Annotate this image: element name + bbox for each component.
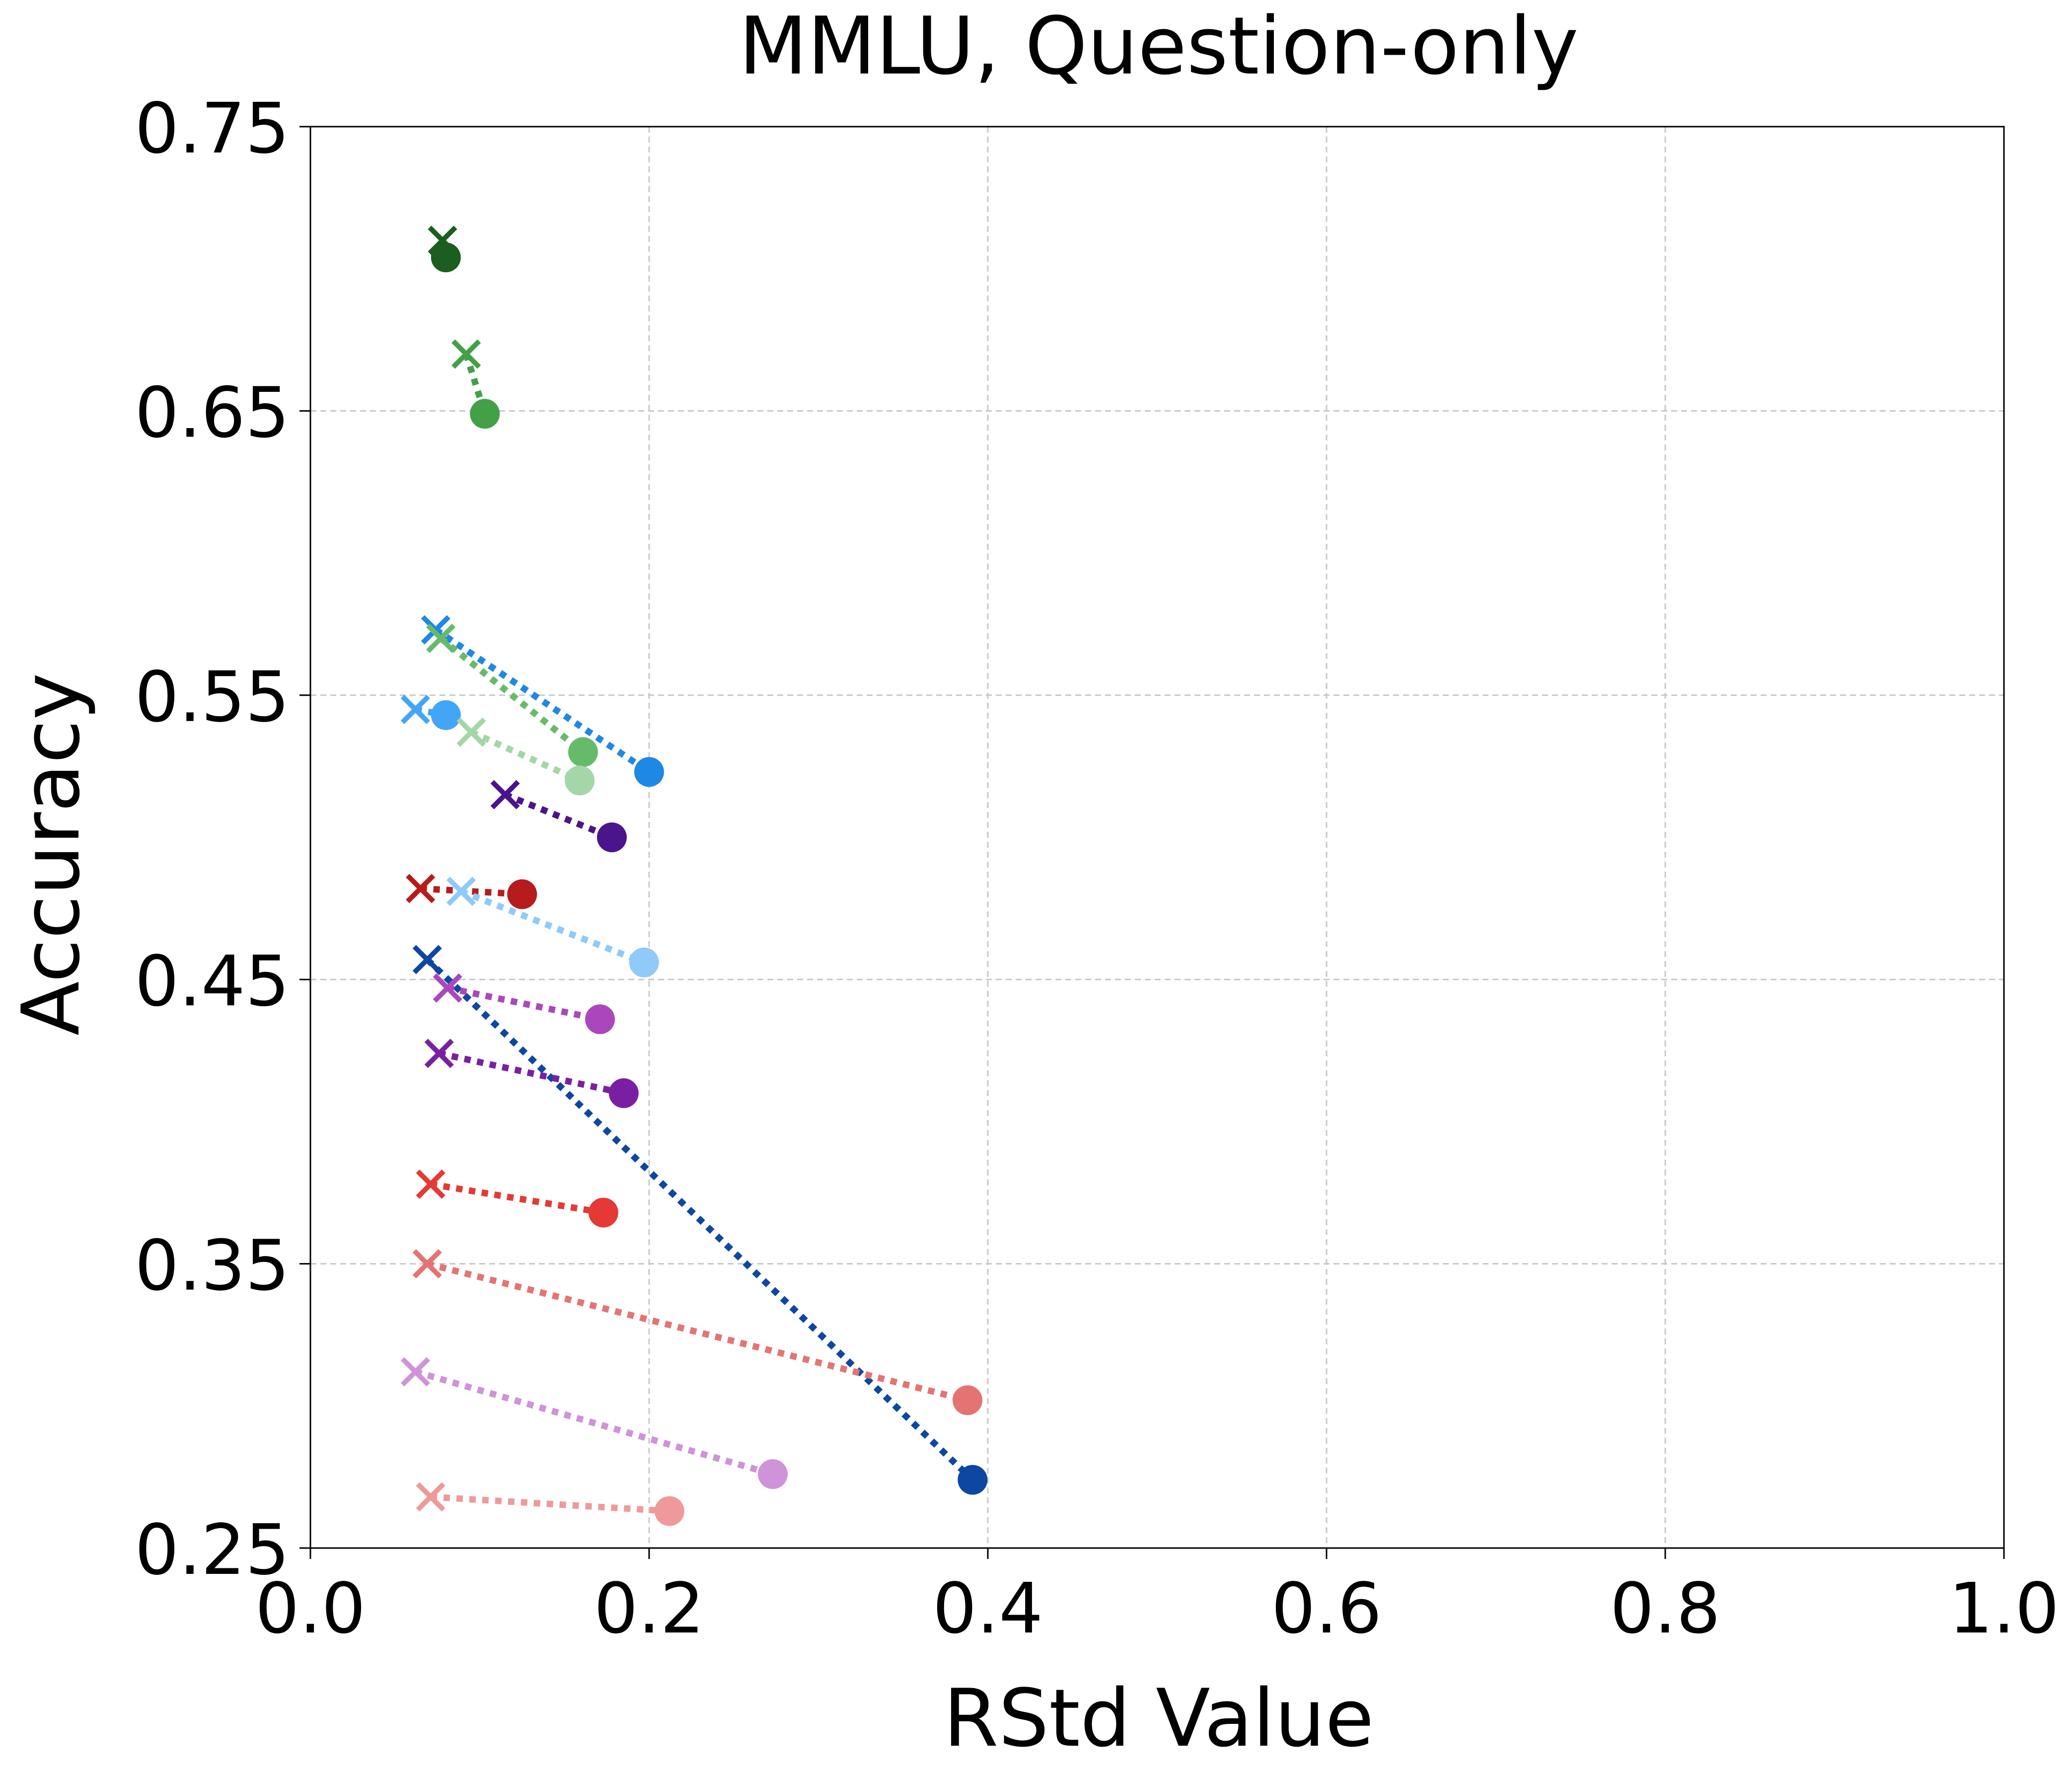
cross-marker — [433, 973, 462, 1003]
series-connector-line — [414, 1368, 774, 1478]
x-axis-label: RStd Value — [943, 1672, 1374, 1765]
chart-title: MMLU, Question-only — [739, 0, 1579, 92]
series-14 — [412, 1249, 983, 1415]
dot-marker — [757, 1459, 788, 1489]
series-15 — [400, 1357, 788, 1489]
series-connector-line — [425, 957, 975, 1482]
series-connector-line — [439, 636, 586, 755]
y-tick-label: 0.45 — [135, 941, 290, 1022]
dot-marker — [431, 700, 461, 730]
dot-marker — [507, 879, 537, 909]
series-connector-line — [434, 627, 651, 775]
dot-marker — [565, 765, 595, 796]
series-7 — [490, 780, 627, 852]
x-tick-label: 0.8 — [1610, 1568, 1721, 1649]
dot-marker — [958, 1465, 988, 1495]
series-connector-line — [426, 1260, 968, 1404]
series-4 — [426, 623, 598, 767]
cross-marker — [416, 1482, 445, 1512]
series-connector-line — [430, 1493, 670, 1515]
dot-marker — [596, 822, 627, 852]
series-13 — [416, 1169, 618, 1228]
plot-frame — [309, 126, 2005, 1549]
data-series — [400, 225, 988, 1526]
dot-marker — [654, 1496, 684, 1526]
dot-marker — [470, 399, 500, 429]
dot-marker — [634, 757, 664, 787]
dot-marker — [431, 242, 461, 273]
dot-marker — [568, 737, 598, 767]
series-12 — [424, 1038, 639, 1109]
series-16 — [416, 1482, 684, 1526]
series-11 — [433, 973, 615, 1035]
dot-marker — [585, 1004, 615, 1035]
x-tick-label: 0.2 — [594, 1568, 705, 1649]
dot-marker — [608, 1078, 639, 1109]
y-tick-label: 0.65 — [135, 372, 290, 453]
series-6 — [456, 717, 595, 796]
cross-marker — [456, 717, 486, 747]
dot-marker — [629, 947, 659, 977]
cross-marker — [451, 339, 481, 369]
series-2 — [451, 339, 500, 429]
x-tick-label: 0.6 — [1271, 1568, 1382, 1649]
cross-marker — [406, 874, 436, 903]
cross-marker — [490, 780, 520, 810]
cross-marker — [424, 1038, 454, 1068]
cross-marker — [412, 945, 442, 974]
series-connector-line — [504, 792, 613, 841]
series-10 — [412, 945, 988, 1495]
dot-marker — [588, 1197, 618, 1228]
series-connector-line — [420, 885, 522, 897]
axes: 0.0 0.2 0.4 0.6 0.8 1.0 0.25 0.35 0.45 0.55 0.65 0.… — [135, 88, 2059, 1649]
y-tick-label: 0.75 — [135, 88, 290, 169]
cross-marker — [400, 1357, 430, 1387]
y-axis-label: Accuracy — [4, 673, 97, 1036]
series-1 — [428, 225, 461, 273]
y-tick-label: 0.55 — [135, 657, 290, 738]
y-tick-label: 0.35 — [135, 1226, 290, 1307]
cross-marker — [400, 694, 430, 724]
x-tick-label: 1.0 — [1949, 1568, 2060, 1649]
cross-marker — [416, 1169, 445, 1199]
series-connector-line — [430, 1181, 604, 1216]
x-tick-label: 0.4 — [933, 1568, 1043, 1649]
grid-lines — [310, 127, 2004, 1548]
y-tick-label: 0.25 — [135, 1510, 290, 1591]
cross-marker — [412, 1249, 442, 1279]
cross-marker — [446, 877, 476, 906]
series-5 — [400, 694, 461, 730]
cross-marker — [426, 623, 456, 653]
series-8 — [406, 874, 537, 909]
series-connector-line — [438, 1050, 625, 1097]
x-tick-label: 0.0 — [255, 1568, 366, 1649]
series-9 — [446, 877, 659, 977]
series-connector-line — [446, 985, 601, 1023]
dot-marker — [953, 1385, 983, 1415]
